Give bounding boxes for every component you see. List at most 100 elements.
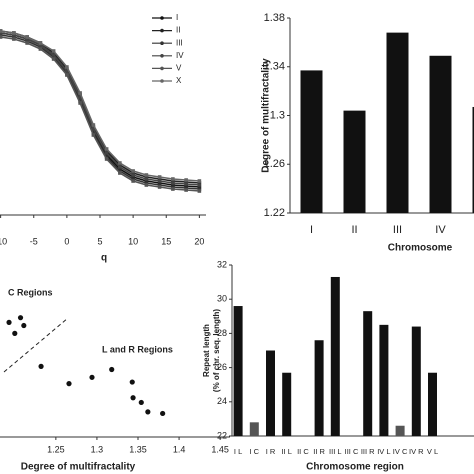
x-tick-label: IV R bbox=[409, 447, 424, 456]
marker bbox=[91, 127, 96, 131]
marker bbox=[184, 182, 188, 186]
annotation: L and R Regions bbox=[102, 344, 173, 354]
y-tick-label: 1.38 bbox=[264, 12, 285, 24]
x-tick-label: IV L bbox=[377, 447, 390, 456]
bar bbox=[266, 350, 275, 436]
point bbox=[109, 366, 115, 373]
point bbox=[6, 319, 12, 325]
marker bbox=[118, 165, 122, 169]
legend-label: II bbox=[176, 26, 180, 35]
x-tick-label: 1.45 bbox=[211, 444, 229, 454]
marker bbox=[65, 73, 69, 77]
x-tick-label: 1.4 bbox=[173, 444, 186, 454]
marker bbox=[118, 167, 122, 171]
marker bbox=[131, 177, 135, 181]
x-tick-label: -10 bbox=[0, 236, 7, 246]
legend-label: X bbox=[176, 76, 182, 85]
x-axis-label: q bbox=[101, 253, 107, 264]
x-tick-label: IV C bbox=[393, 447, 408, 456]
y-tick-label: 22 bbox=[217, 430, 227, 440]
marker bbox=[0, 33, 3, 37]
marker bbox=[51, 55, 56, 59]
point bbox=[38, 363, 44, 369]
bar bbox=[379, 324, 389, 436]
marker bbox=[144, 183, 149, 187]
annotation: C Regions bbox=[8, 287, 53, 297]
marker bbox=[144, 175, 149, 179]
x-tick-label: I L bbox=[234, 447, 242, 456]
x-tick-label: III R bbox=[361, 447, 375, 456]
bar bbox=[395, 425, 405, 436]
line bbox=[0, 30, 200, 182]
marker bbox=[38, 43, 43, 47]
marker bbox=[65, 71, 69, 75]
point bbox=[66, 381, 72, 387]
x-tick-label: 5 bbox=[97, 236, 102, 246]
x-tick-label: IV bbox=[435, 224, 446, 236]
marker bbox=[171, 185, 175, 189]
x-tick-label: III bbox=[393, 224, 402, 236]
x-tick-label: I bbox=[310, 224, 313, 236]
x-tick-label: 20 bbox=[194, 236, 204, 246]
marker bbox=[157, 179, 162, 183]
marker bbox=[171, 179, 175, 183]
bar bbox=[282, 372, 292, 436]
y-axis-label: (% of chr. seq. length) bbox=[212, 309, 221, 392]
marker bbox=[197, 181, 202, 185]
marker bbox=[144, 173, 149, 177]
x-tick-label: 1.25 bbox=[47, 444, 65, 454]
x-tick-label: II L bbox=[281, 447, 291, 456]
marker bbox=[184, 186, 188, 190]
marker bbox=[51, 57, 56, 61]
marker bbox=[12, 31, 16, 35]
point bbox=[17, 315, 24, 321]
bar bbox=[472, 106, 474, 213]
marker bbox=[12, 33, 16, 37]
marker bbox=[157, 175, 162, 179]
marker bbox=[197, 189, 202, 193]
marker bbox=[0, 29, 3, 33]
bar bbox=[233, 306, 243, 436]
marker bbox=[131, 175, 135, 179]
point bbox=[89, 374, 95, 380]
line bbox=[0, 32, 200, 186]
bar bbox=[363, 311, 373, 436]
marker bbox=[104, 155, 109, 159]
marker bbox=[144, 177, 149, 181]
marker bbox=[38, 41, 43, 45]
marker bbox=[171, 187, 175, 191]
legend-marker bbox=[160, 16, 164, 20]
x-tick-label: 0 bbox=[64, 236, 69, 246]
point bbox=[21, 322, 27, 329]
bar bbox=[411, 326, 421, 436]
marker bbox=[25, 39, 29, 43]
marker bbox=[78, 99, 82, 103]
y-tick-label: 1.22 bbox=[264, 207, 285, 219]
marker bbox=[104, 157, 109, 161]
line bbox=[0, 32, 200, 188]
point bbox=[12, 330, 18, 336]
marker bbox=[118, 169, 122, 173]
marker bbox=[38, 45, 43, 49]
y-tick-label: 1.3 bbox=[270, 109, 285, 121]
x-tick-label: 15 bbox=[161, 236, 171, 246]
point bbox=[145, 409, 151, 415]
marker bbox=[118, 171, 122, 175]
legend-label: V bbox=[176, 64, 182, 73]
x-tick-label: III C bbox=[345, 447, 359, 456]
marker bbox=[144, 179, 149, 183]
marker bbox=[91, 123, 96, 127]
bar bbox=[249, 422, 259, 436]
point bbox=[130, 395, 136, 401]
legend-label: III bbox=[176, 38, 183, 47]
y-tick-label: 26 bbox=[217, 362, 227, 372]
legend-marker bbox=[160, 79, 164, 83]
y-tick-label: 1.34 bbox=[264, 61, 285, 73]
point bbox=[138, 399, 144, 406]
legend-marker bbox=[160, 66, 164, 71]
point bbox=[160, 410, 166, 417]
marker bbox=[118, 161, 122, 165]
marker bbox=[157, 183, 162, 187]
y-axis-label: Repeat length bbox=[202, 324, 211, 377]
marker bbox=[197, 183, 202, 187]
